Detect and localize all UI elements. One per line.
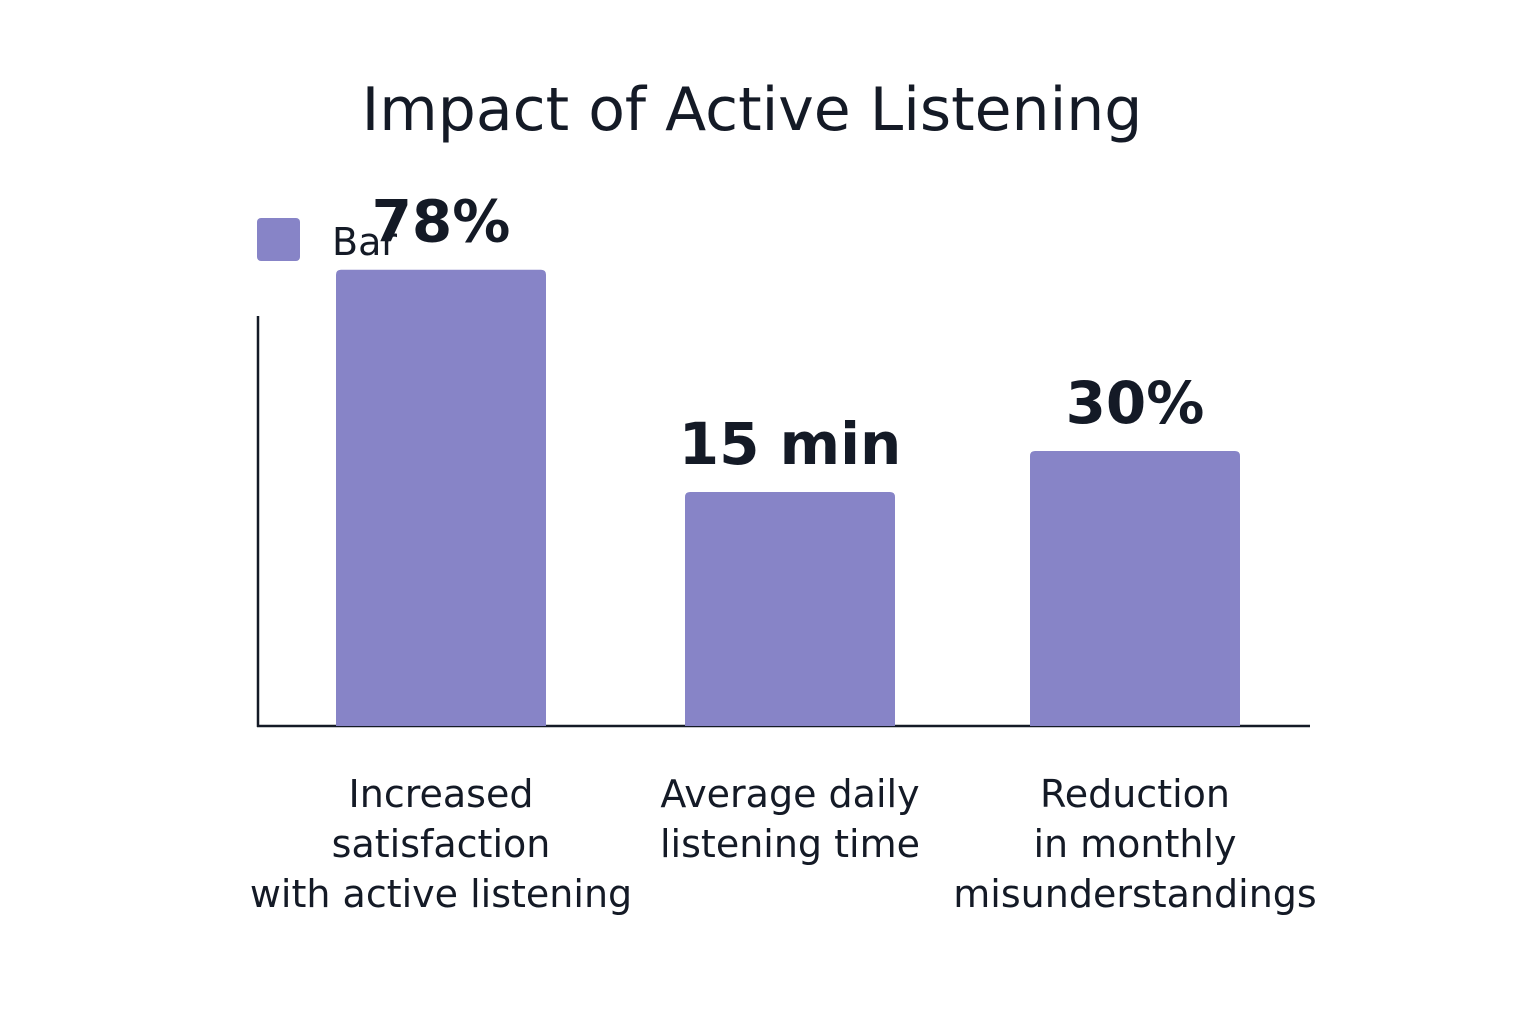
value-label-0: 78% xyxy=(372,188,511,256)
category-label-line: Reduction xyxy=(1040,772,1230,816)
category-label-0: Increased satisfaction with active listeni… xyxy=(250,772,632,916)
category-label-line: Average daily xyxy=(660,772,919,816)
value-labels: 78% 15 min 30% xyxy=(372,188,1205,478)
category-label-line: with active listening xyxy=(250,872,632,916)
category-label-line: misunderstandings xyxy=(953,872,1316,916)
legend-label: Bar xyxy=(332,220,397,264)
legend: Bar xyxy=(257,218,397,264)
category-label-line: satisfaction xyxy=(332,822,551,866)
bar-0 xyxy=(336,269,546,726)
category-label-line: listening time xyxy=(660,822,920,866)
legend-swatch xyxy=(257,218,300,261)
bar-1 xyxy=(685,492,895,726)
category-label-line: in monthly xyxy=(1033,822,1236,866)
value-label-1: 15 min xyxy=(679,410,902,478)
category-labels: Increased satisfaction with active listeni… xyxy=(250,772,1317,916)
bars xyxy=(336,269,1240,726)
value-label-2: 30% xyxy=(1066,369,1205,437)
category-label-1: Average daily listening time xyxy=(660,772,920,866)
bar-2 xyxy=(1030,451,1240,726)
category-label-2: Reduction in monthly misunderstandings xyxy=(953,772,1316,916)
category-label-line: Increased xyxy=(349,772,534,816)
chart-title: Impact of Active Listening xyxy=(362,75,1143,145)
